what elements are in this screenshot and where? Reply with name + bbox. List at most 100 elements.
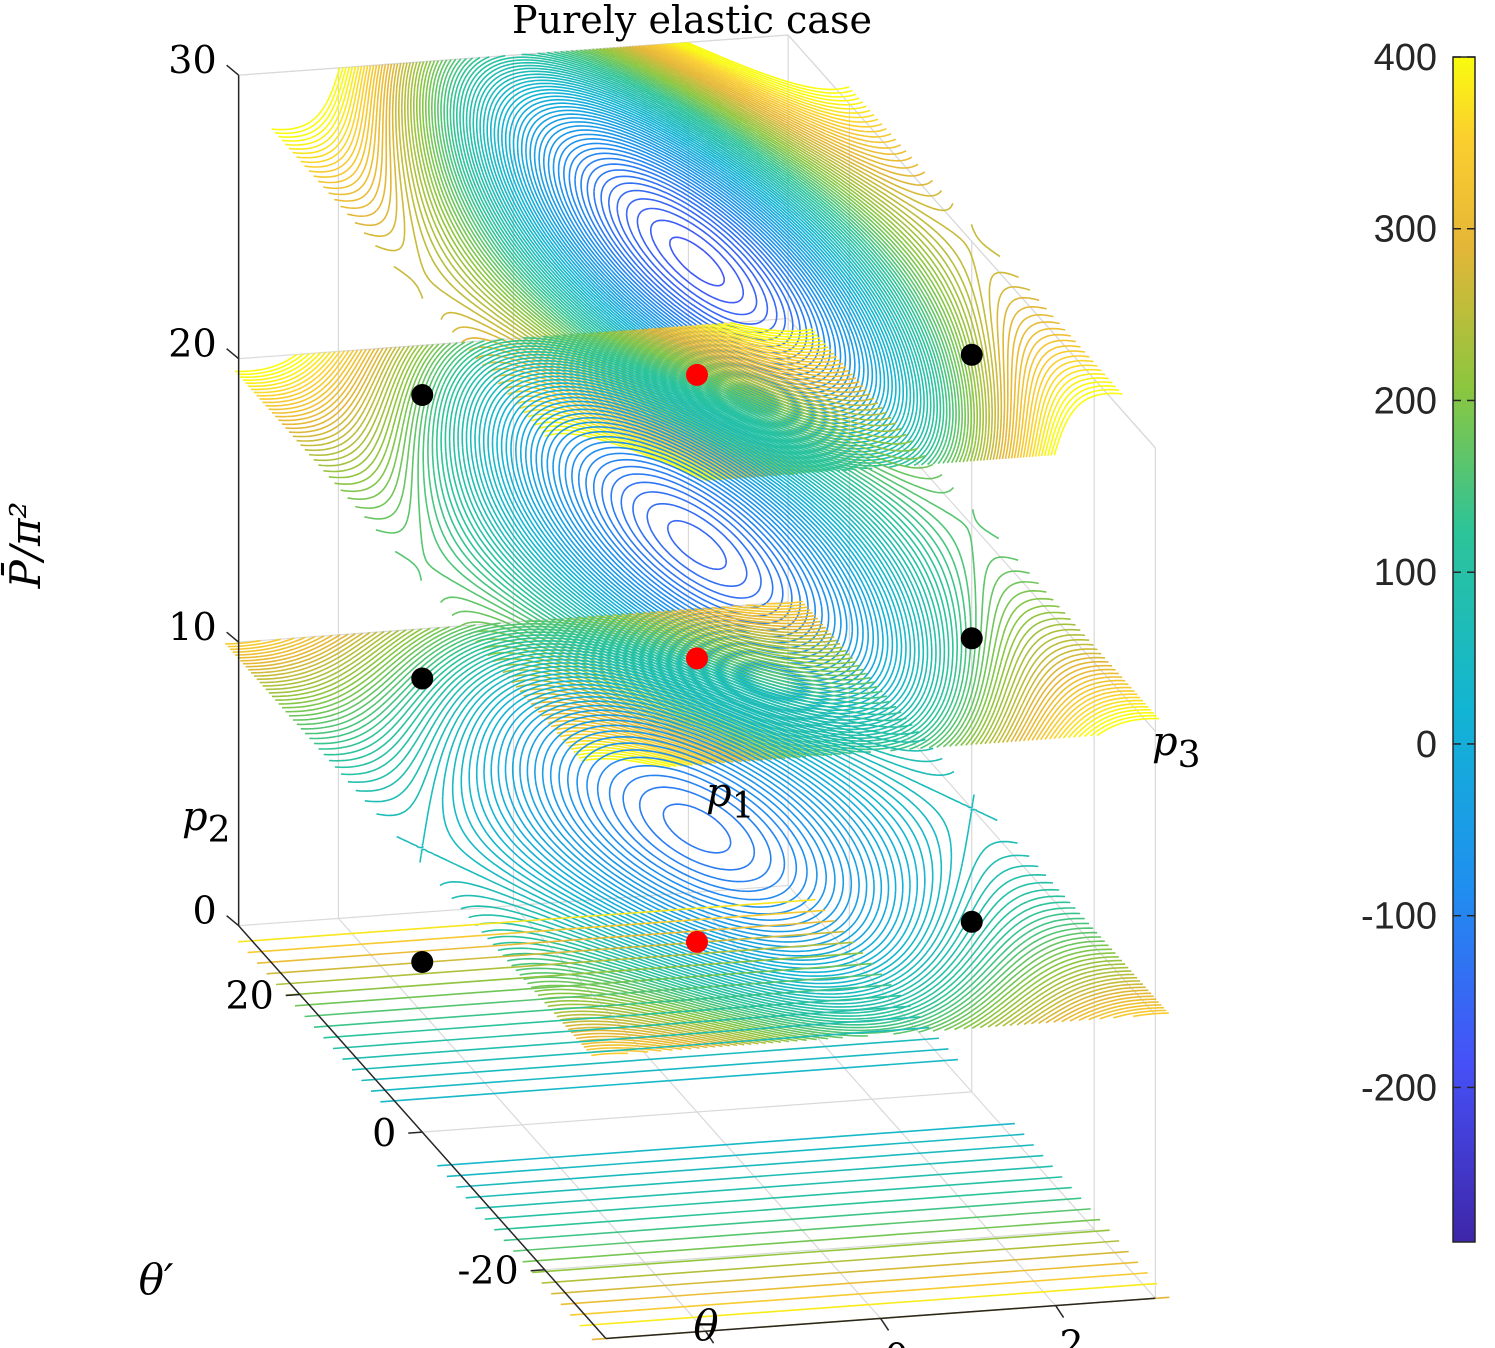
contour-slice	[235, 322, 1159, 768]
contour-line	[622, 774, 772, 883]
contour-line	[434, 49, 960, 474]
contour-line	[497, 691, 897, 966]
y-tick-label: -20	[457, 1249, 518, 1293]
contour-line	[282, 615, 1112, 1042]
point-black	[411, 383, 434, 406]
z-tick-label: 10	[168, 605, 216, 649]
colorbar-tick-label: -100	[1361, 896, 1437, 938]
contour-line	[247, 909, 826, 954]
contour-line	[396, 662, 998, 995]
contour-slice	[238, 898, 1170, 1341]
chart-title: Purely elastic case	[512, 0, 872, 42]
contour-line	[294, 962, 873, 1007]
colorbar-tick-label: -200	[1361, 1067, 1437, 1109]
point-red	[686, 363, 708, 386]
z-tick	[226, 915, 240, 927]
z-tick-label: 30	[168, 38, 216, 82]
contour-line	[632, 491, 762, 599]
contour-line	[250, 324, 1144, 766]
contour-line	[257, 920, 835, 964]
contour-line	[437, 1122, 1015, 1167]
contour-line	[576, 742, 818, 915]
contour-line	[484, 1176, 1063, 1220]
x-axis-line	[605, 1297, 1156, 1340]
contour-line	[437, 49, 957, 474]
label-p3-sub: 3	[1178, 735, 1201, 776]
colorbar-tick-label: 100	[1374, 552, 1437, 594]
contour-line	[275, 941, 854, 986]
contour-line	[490, 79, 904, 444]
contour-line	[342, 1016, 921, 1060]
contour-line	[313, 984, 892, 1028]
point-black	[960, 627, 983, 650]
contour-line	[472, 64, 922, 459]
contour-line	[483, 683, 911, 974]
contour-line	[456, 1144, 1034, 1188]
x-tick-label: 0	[885, 1335, 909, 1348]
contour-line	[323, 994, 902, 1039]
contour-line	[519, 704, 875, 953]
contour-line	[281, 42, 1113, 481]
box-edge	[787, 34, 1156, 449]
contour-line	[638, 786, 756, 871]
contour-line	[248, 324, 1146, 766]
contour-line	[285, 952, 864, 996]
contour-line	[503, 1197, 1082, 1242]
contour-line	[513, 1208, 1091, 1252]
z-axis-label: P̄/π²	[0, 502, 50, 590]
point-black	[411, 667, 434, 690]
critical-points	[411, 343, 983, 973]
contour-line	[465, 1154, 1044, 1199]
label-p3: p3	[1152, 719, 1201, 776]
contour-line	[332, 1005, 911, 1050]
z-tick-label: 20	[168, 322, 216, 366]
contour-line	[546, 421, 848, 669]
y-axis-label: θ′	[139, 1255, 174, 1304]
contour-line	[328, 640, 1066, 1017]
contour-line	[355, 652, 1039, 1005]
y-tick	[285, 993, 300, 997]
y-tick	[408, 1131, 423, 1134]
contour-line	[511, 700, 883, 957]
contour-line	[351, 1026, 930, 1071]
contour-line	[380, 1058, 958, 1103]
contour-line	[237, 607, 1157, 1050]
contour-line	[549, 724, 845, 933]
contour-line	[490, 687, 904, 970]
contour-line	[304, 329, 1090, 761]
colorbar-ticks: 400 300 200 100 0 -100 -200	[1361, 37, 1475, 1109]
contour-line	[669, 236, 725, 287]
contour-line	[474, 366, 920, 724]
contour-line	[601, 465, 793, 625]
contour-line	[522, 1218, 1101, 1263]
contour-line	[238, 898, 816, 943]
contour-line	[441, 665, 953, 992]
box-edge	[238, 34, 789, 76]
z-tick-label: 0	[192, 889, 216, 933]
contour-line	[475, 680, 919, 977]
y-tick-label: 0	[372, 1111, 396, 1155]
contour-line	[646, 503, 748, 587]
contour-line	[460, 672, 934, 985]
colorbar: 400 300 200 100 0 -100 -200	[1361, 37, 1476, 1243]
grid-line	[544, 1228, 1095, 1271]
contour-line	[560, 1261, 1139, 1306]
contour-line	[451, 669, 943, 988]
contour-line	[608, 764, 786, 893]
point-p3	[960, 910, 983, 933]
contour-line	[567, 736, 827, 921]
label-p2: p2	[182, 794, 231, 851]
contour-line	[318, 44, 1076, 479]
contour-line	[347, 649, 1047, 1008]
contour-line	[304, 625, 1090, 1032]
contour-line	[225, 600, 1169, 1057]
colorbar-tick-label: 300	[1374, 209, 1437, 251]
x-tick	[704, 1330, 715, 1344]
contour-line	[579, 1282, 1158, 1327]
contour-line	[570, 1272, 1148, 1316]
x-axis-label: θ	[693, 1301, 718, 1348]
z-tick	[226, 631, 240, 643]
contour-line	[296, 328, 1098, 762]
